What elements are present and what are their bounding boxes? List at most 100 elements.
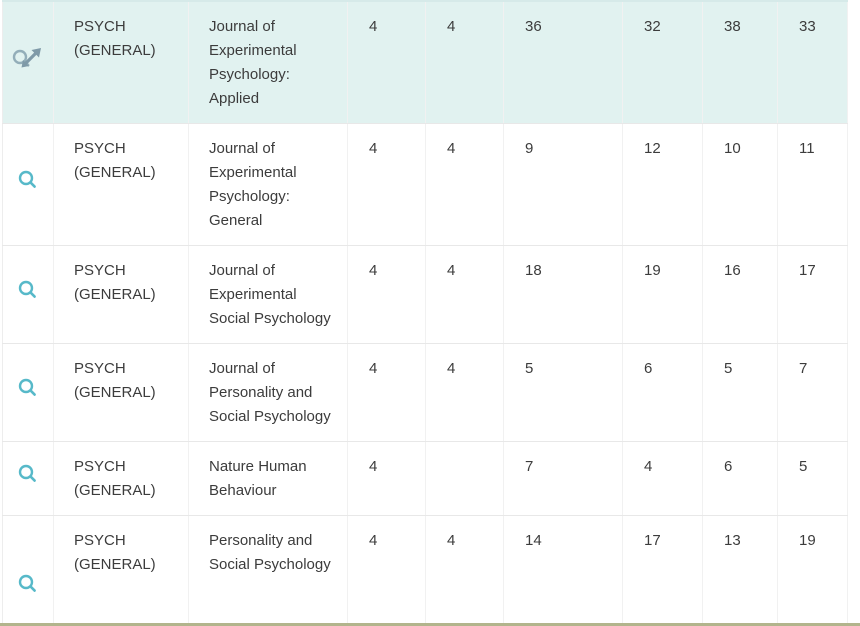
- value-label: 12: [644, 140, 661, 157]
- value-cell: 32: [622, 0, 703, 124]
- journal-cell: Journal of Experimental Social Psycholog…: [188, 245, 348, 344]
- value-label: 6: [724, 458, 733, 475]
- value-cell: 19: [777, 515, 848, 626]
- journal-label: Journal of Experimental Psychology: Gene…: [209, 140, 297, 229]
- row-search-cell[interactable]: [2, 441, 54, 516]
- value-cell: 33: [777, 0, 848, 124]
- table-row: PSYCH (GENERAL) Personality and Social P…: [2, 515, 848, 626]
- value-cell: 14: [503, 515, 623, 626]
- journal-cell: Journal of Experimental Psychology: Gene…: [188, 123, 348, 246]
- value-cell: 4: [347, 123, 426, 246]
- journal-cell: Journal of Experimental Psychology: Appl…: [188, 0, 348, 124]
- category-cell: PSYCH (GENERAL): [53, 0, 189, 124]
- value-label: 4: [447, 360, 456, 377]
- value-cell: 7: [777, 343, 848, 442]
- row-search-cell[interactable]: [2, 343, 54, 442]
- value-cell: 11: [777, 123, 848, 246]
- category-label: PSYCH (GENERAL): [74, 140, 156, 181]
- category-cell: PSYCH (GENERAL): [53, 123, 189, 246]
- bottom-edge-bar: [0, 623, 860, 626]
- row-search-cell[interactable]: [2, 515, 54, 626]
- category-label: PSYCH (GENERAL): [74, 18, 156, 59]
- table-row: PSYCH (GENERAL) Journal of Experimental …: [2, 245, 848, 344]
- value-label: 18: [525, 262, 542, 279]
- value-cell: 17: [622, 515, 703, 626]
- table-row: PSYCH (GENERAL) Journal of Personality a…: [2, 343, 848, 442]
- value-cell: 38: [702, 0, 778, 124]
- value-label: 14: [525, 532, 542, 549]
- value-label: 13: [724, 532, 741, 549]
- search-icon-with-resize-cursor[interactable]: [10, 42, 46, 76]
- value-cell: 36: [503, 0, 623, 124]
- search-icon[interactable]: [16, 377, 40, 401]
- value-cell: 4: [425, 0, 504, 124]
- value-label: 19: [799, 532, 816, 549]
- value-cell: 4: [347, 343, 426, 442]
- table-row: PSYCH (GENERAL) Nature Human Behaviour 4…: [2, 441, 848, 516]
- value-cell: 6: [702, 441, 778, 516]
- value-cell: 5: [777, 441, 848, 516]
- journal-cell: Nature Human Behaviour: [188, 441, 348, 516]
- value-label: 17: [799, 262, 816, 279]
- value-cell: 5: [702, 343, 778, 442]
- journal-label: Nature Human Behaviour: [209, 458, 307, 499]
- value-cell: 10: [702, 123, 778, 246]
- category-cell: PSYCH (GENERAL): [53, 441, 189, 516]
- value-label: 5: [799, 458, 808, 475]
- value-label: 36: [525, 18, 542, 35]
- value-label: 9: [525, 140, 534, 157]
- value-label: 5: [724, 360, 733, 377]
- value-cell: 4: [347, 441, 426, 516]
- journal-label: Journal of Experimental Psychology: Appl…: [209, 18, 297, 107]
- category-label: PSYCH (GENERAL): [74, 458, 156, 499]
- value-cell: 4: [425, 515, 504, 626]
- value-label: 4: [369, 532, 378, 549]
- value-label: 4: [644, 458, 653, 475]
- value-label: 32: [644, 18, 661, 35]
- value-label: 11: [799, 140, 815, 157]
- value-label: 4: [369, 262, 378, 279]
- journal-label: Journal of Experimental Social Psycholog…: [209, 262, 331, 327]
- value-cell: 4: [425, 343, 504, 442]
- search-icon[interactable]: [16, 279, 40, 303]
- value-cell: [425, 441, 504, 516]
- value-cell: 13: [702, 515, 778, 626]
- category-label: PSYCH (GENERAL): [74, 262, 156, 303]
- category-cell: PSYCH (GENERAL): [53, 515, 189, 626]
- value-cell: 4: [347, 0, 426, 124]
- value-cell: 16: [702, 245, 778, 344]
- value-label: 17: [644, 532, 661, 549]
- table-row: PSYCH (GENERAL) Journal of Experimental …: [2, 123, 848, 246]
- category-cell: PSYCH (GENERAL): [53, 343, 189, 442]
- value-cell: 18: [503, 245, 623, 344]
- value-cell: 5: [503, 343, 623, 442]
- value-label: 4: [447, 532, 456, 549]
- search-icon[interactable]: [16, 463, 40, 487]
- row-search-cell[interactable]: [2, 123, 54, 246]
- search-icon[interactable]: [16, 169, 40, 193]
- search-icon[interactable]: [16, 573, 40, 597]
- value-cell: 12: [622, 123, 703, 246]
- value-label: 19: [644, 262, 661, 279]
- value-label: 4: [369, 458, 378, 475]
- value-label: 7: [525, 458, 534, 475]
- value-label: 5: [525, 360, 534, 377]
- value-label: 38: [724, 18, 741, 35]
- value-cell: 19: [622, 245, 703, 344]
- journal-label: Journal of Personality and Social Psycho…: [209, 360, 331, 425]
- value-label: 16: [724, 262, 741, 279]
- value-label: 6: [644, 360, 653, 377]
- value-label: 4: [447, 262, 456, 279]
- row-search-cell[interactable]: [2, 245, 54, 344]
- value-label: 4: [369, 140, 378, 157]
- table-row: PSYCH (GENERAL) Journal of Experimental …: [2, 0, 848, 124]
- value-cell: 9: [503, 123, 623, 246]
- value-cell: 7: [503, 441, 623, 516]
- value-label: 4: [447, 140, 456, 157]
- row-search-cell[interactable]: [2, 0, 54, 124]
- value-label: 7: [799, 360, 808, 377]
- journal-cell: Personality and Social Psychology: [188, 515, 348, 626]
